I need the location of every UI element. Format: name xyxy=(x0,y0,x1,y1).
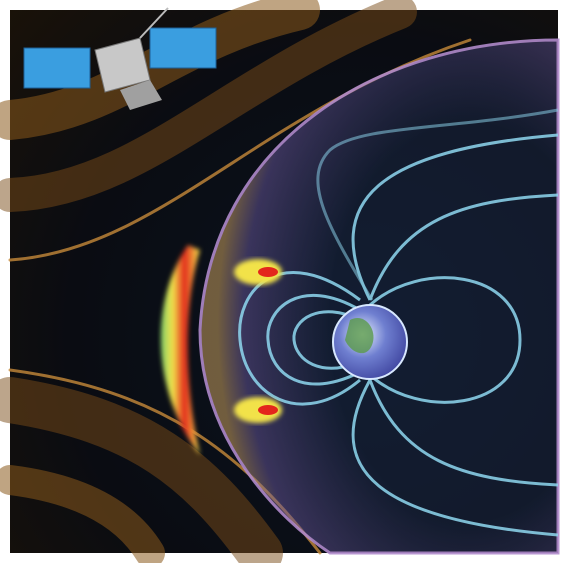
satellite xyxy=(23,7,217,110)
field-line xyxy=(266,293,361,386)
field-line xyxy=(368,193,559,301)
field-line xyxy=(316,108,559,301)
wind-band xyxy=(0,377,283,563)
field-line xyxy=(292,310,361,370)
cusp-core xyxy=(258,267,278,277)
field-line xyxy=(368,276,522,404)
wind-band xyxy=(0,0,417,212)
aurora-crescent xyxy=(160,245,282,455)
crescent xyxy=(160,245,200,455)
antenna xyxy=(139,7,169,39)
field-line xyxy=(351,133,559,301)
wind-band xyxy=(0,465,165,563)
solar-wind-bands xyxy=(0,0,472,563)
antenna-dish xyxy=(120,80,162,110)
solar-panel xyxy=(23,47,91,89)
field-line xyxy=(238,271,361,406)
earth-land xyxy=(345,318,374,354)
field-line xyxy=(368,379,559,487)
field-lines xyxy=(238,108,559,537)
field-line xyxy=(351,379,559,537)
solar-panel xyxy=(149,27,217,69)
cusp-core xyxy=(258,405,278,415)
